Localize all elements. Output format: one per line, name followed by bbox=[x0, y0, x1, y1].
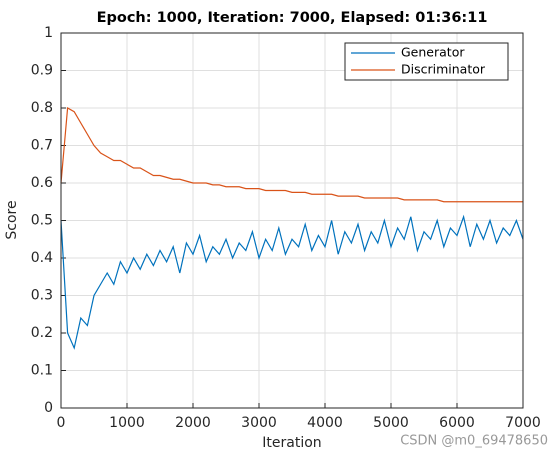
legend-box bbox=[344, 42, 509, 81]
x-tick-label: 2000 bbox=[175, 415, 211, 431]
y-tick-label: 0.7 bbox=[31, 138, 53, 154]
y-tick-label: 0.6 bbox=[31, 175, 53, 191]
x-tick-label: 0 bbox=[57, 415, 66, 431]
y-tick-label: 0.2 bbox=[31, 325, 53, 341]
y-tick-label: 0.3 bbox=[31, 288, 53, 304]
y-axis-label: Score bbox=[4, 200, 20, 239]
y-tick-label: 0.1 bbox=[31, 363, 53, 379]
y-tick-label: 0.8 bbox=[31, 100, 53, 116]
legend-label: Generator bbox=[401, 45, 465, 60]
series-line bbox=[60, 107, 523, 203]
x-tick-label: 3000 bbox=[241, 415, 277, 431]
x-tick-label: 6000 bbox=[439, 415, 475, 431]
y-tick-label: 0.9 bbox=[31, 63, 53, 79]
lines-layer bbox=[60, 107, 524, 350]
legend: Generator Discriminator bbox=[344, 42, 509, 81]
plot-frame bbox=[60, 32, 524, 409]
x-tick-label: 5000 bbox=[373, 415, 409, 431]
legend-label: Discriminator bbox=[401, 62, 486, 77]
series-line bbox=[60, 214, 524, 350]
x-tick-label: 1000 bbox=[109, 415, 145, 431]
y-tick-label: 0.5 bbox=[31, 213, 53, 229]
chart-title: Epoch: 1000, Iteration: 7000, Elapsed: 0… bbox=[97, 10, 488, 26]
x-tick-label: 7000 bbox=[505, 415, 541, 431]
watermark: CSDN @m0_69478650 bbox=[400, 434, 548, 449]
y-tick-label: 0.4 bbox=[31, 250, 53, 266]
x-axis-label: Iteration bbox=[262, 435, 321, 451]
y-tick-label: 1 bbox=[44, 25, 53, 41]
x-tick-label: 4000 bbox=[307, 415, 343, 431]
y-tick-label: 0 bbox=[44, 400, 53, 416]
